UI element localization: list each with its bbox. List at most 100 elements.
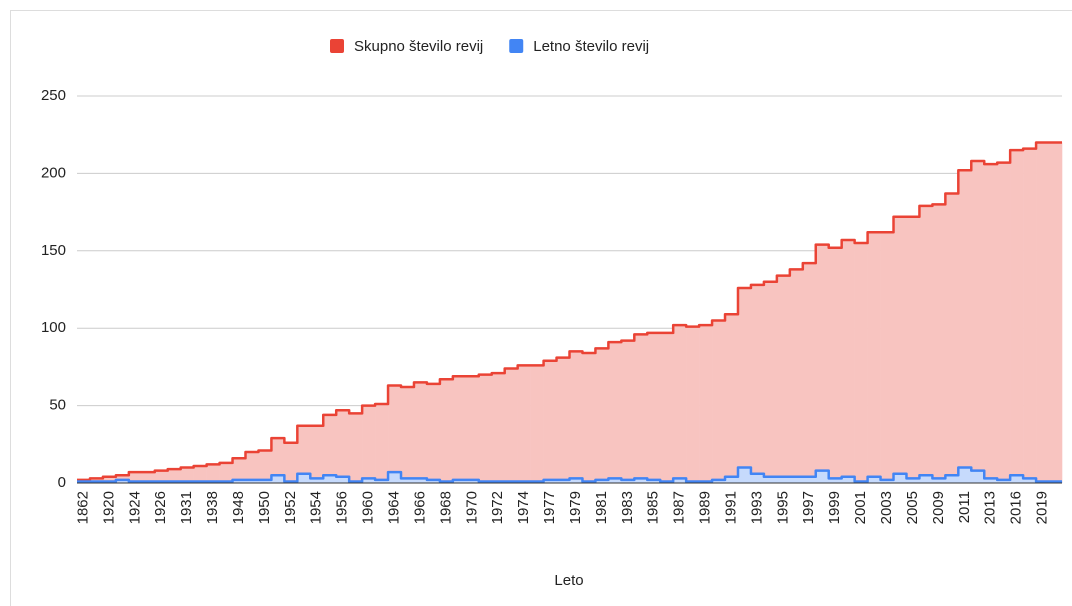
x-tick-label: 1991: [722, 491, 739, 524]
area-step: [1010, 150, 1024, 483]
area-step: [647, 332, 661, 483]
area-step: [1023, 148, 1037, 483]
area-step: [556, 479, 570, 483]
area-step: [841, 476, 855, 483]
area-step: [297, 473, 311, 483]
area-step: [595, 348, 609, 483]
area-step: [828, 247, 842, 483]
x-tick-label: 1972: [489, 491, 506, 524]
area-step: [1036, 142, 1050, 483]
area-step: [336, 476, 350, 483]
area-step: [958, 170, 972, 483]
area-step: [906, 216, 920, 483]
x-tick-label: 1964: [386, 491, 403, 524]
y-tick-label: 100: [41, 319, 66, 336]
area-step: [310, 425, 324, 483]
area-step: [841, 239, 855, 483]
x-tick-label: 1952: [282, 491, 299, 524]
area-step: [621, 479, 635, 483]
area-step: [465, 376, 480, 483]
area-step: [310, 478, 324, 483]
area-step: [439, 379, 454, 483]
chart-frame: [10, 10, 1072, 606]
area-step: [271, 438, 285, 483]
area-step: [530, 365, 544, 483]
area-step: [867, 232, 881, 483]
y-tick-label: 250: [41, 87, 66, 104]
x-tick-label: 1989: [697, 491, 714, 524]
x-tick-label: 1924: [126, 491, 143, 524]
area-step: [919, 475, 933, 483]
area-step: [932, 478, 946, 483]
area-step: [932, 204, 946, 484]
area-step: [919, 205, 933, 483]
area-step: [401, 478, 415, 483]
x-tick-label: 1995: [774, 491, 791, 524]
area-step: [725, 314, 739, 483]
x-axis-title: Leto: [554, 572, 583, 589]
area-step: [245, 479, 259, 483]
area-step: [595, 479, 609, 483]
area-step: [426, 479, 441, 483]
area-step: [737, 467, 752, 483]
area-step: [219, 462, 233, 483]
area-step: [465, 479, 480, 483]
area-step: [388, 472, 402, 483]
x-tick-label: 2011: [956, 491, 973, 523]
x-tick-label: 1979: [567, 491, 584, 524]
area-step: [102, 476, 117, 483]
x-tick-label: 1974: [515, 491, 532, 524]
area-step: [491, 373, 505, 483]
y-tick-label: 150: [41, 242, 66, 259]
area-step: [569, 478, 583, 483]
area-step: [115, 479, 130, 483]
area-step: [763, 281, 778, 483]
legend-label: Skupno število revij: [354, 38, 483, 55]
area-step: [647, 479, 661, 483]
area-step: [997, 162, 1011, 483]
area-step: [517, 365, 531, 483]
x-tick-label: 2016: [1008, 491, 1025, 524]
area-step: [750, 473, 765, 483]
area-step: [349, 413, 363, 483]
y-tick-label: 0: [58, 474, 66, 491]
x-tick-label: 2001: [852, 491, 869, 524]
x-tick-label: 1920: [100, 491, 117, 524]
area-step: [660, 332, 674, 483]
area-step: [362, 478, 376, 483]
area-step: [880, 232, 894, 483]
area-step: [543, 360, 557, 483]
area-step: [750, 284, 765, 483]
area-step: [906, 478, 920, 483]
area-step: [815, 470, 830, 483]
area-step: [452, 376, 467, 483]
y-tick-label: 50: [49, 397, 66, 414]
x-tick-label: 1862: [74, 491, 91, 524]
x-tick-label: 2013: [982, 491, 999, 524]
area-step: [336, 410, 350, 483]
area-step: [971, 470, 985, 483]
step-line: [77, 141, 1062, 482]
x-tick-label: 1926: [152, 491, 169, 524]
area-step: [880, 479, 894, 483]
area-step: [452, 479, 467, 483]
area-step: [271, 475, 285, 483]
area-step: [167, 469, 181, 483]
area-step: [893, 473, 907, 483]
area-step: [828, 478, 842, 483]
area-step: [232, 479, 246, 483]
area-step: [725, 476, 739, 483]
area-step: [154, 470, 169, 483]
area-step: [893, 216, 907, 483]
area-step: [180, 467, 194, 483]
x-tick-label: 1999: [826, 491, 843, 524]
area-step: [763, 476, 778, 483]
area-step: [634, 334, 648, 483]
x-tick-label: 1931: [178, 491, 195, 524]
area-step: [141, 472, 156, 483]
legend-label: Letno število revij: [533, 38, 649, 55]
area-step: [504, 368, 518, 483]
x-tick-label: 2019: [1034, 491, 1051, 524]
area-step: [789, 269, 804, 483]
